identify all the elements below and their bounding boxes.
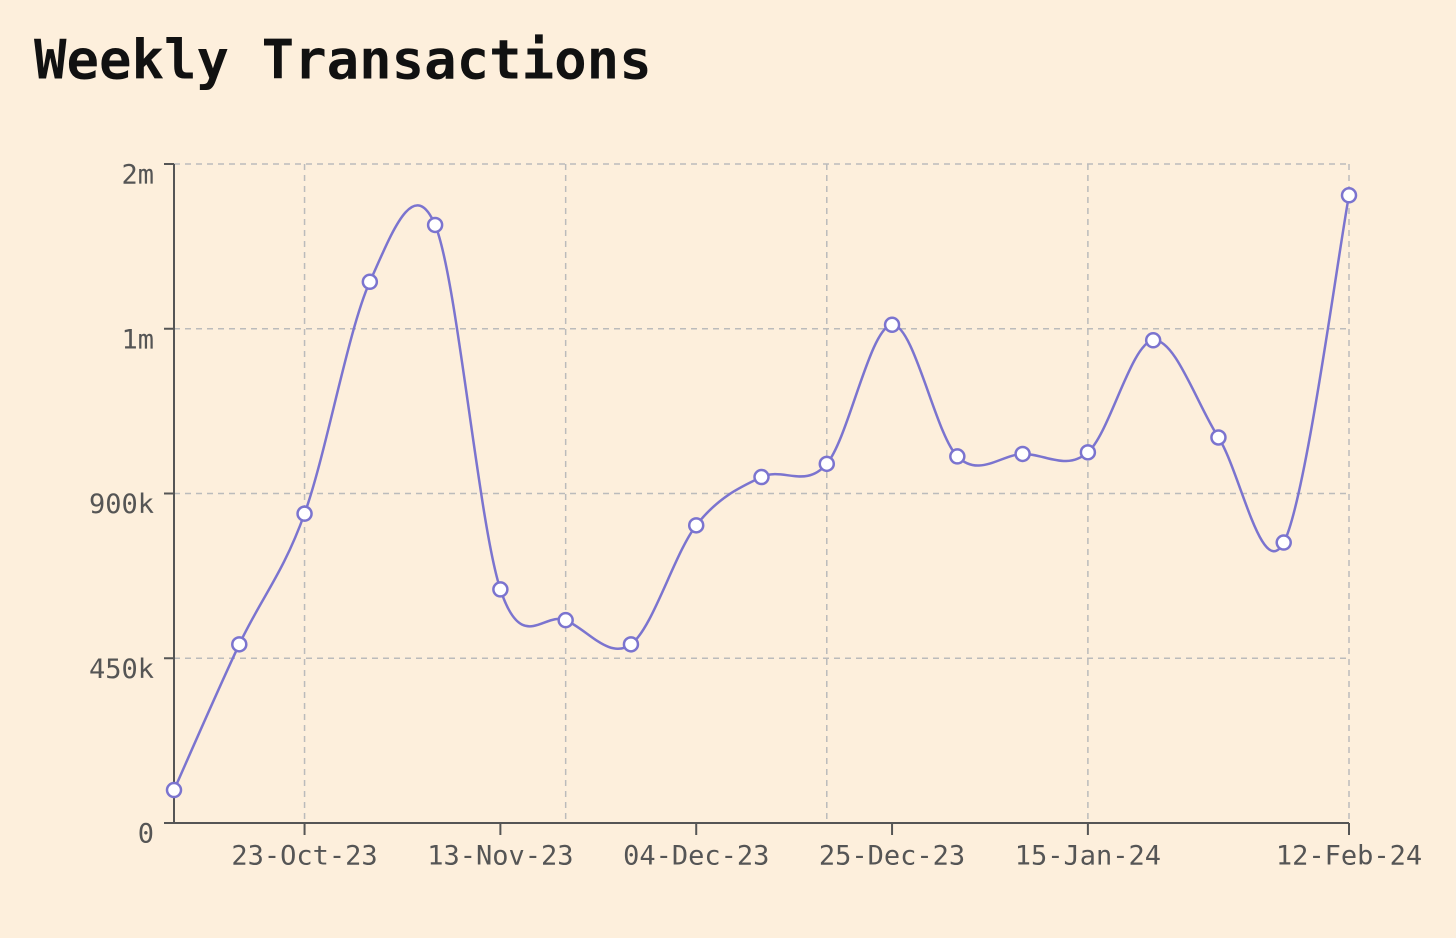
point <box>622 636 640 653</box>
x-tick-label: 12-Feb-24 <box>1276 841 1422 872</box>
point <box>818 455 836 473</box>
point <box>557 611 574 629</box>
point <box>1275 534 1292 551</box>
x-tick-label: 15-Jan-24 <box>1015 841 1161 872</box>
point <box>361 273 379 291</box>
point <box>1210 429 1227 446</box>
point <box>296 505 313 522</box>
x-tick-label: 25-Dec-23 <box>819 841 965 872</box>
x-tick-label: 13-Nov-23 <box>427 841 573 872</box>
point <box>1079 444 1097 461</box>
x-tick-label: 04-Dec-23 <box>623 841 769 872</box>
y-tick-label: 1m <box>121 324 154 355</box>
point <box>492 581 509 598</box>
y-tick-label: 450k <box>89 654 154 685</box>
point <box>1144 332 1162 349</box>
y-tick-label: 2m <box>121 160 154 191</box>
point <box>1340 187 1358 204</box>
point <box>165 781 183 799</box>
y-tick-label: 900k <box>89 489 154 520</box>
point <box>687 517 705 534</box>
point <box>753 468 770 486</box>
line <box>172 195 1351 791</box>
point <box>231 636 248 653</box>
point <box>426 216 444 234</box>
point <box>949 448 966 465</box>
chart-title: Weekly Transactions <box>34 29 652 92</box>
y-tick-label: 0 <box>138 819 154 850</box>
point <box>883 316 901 334</box>
x-tick-label: 23-Oct-23 <box>231 841 377 872</box>
point <box>1014 445 1031 463</box>
